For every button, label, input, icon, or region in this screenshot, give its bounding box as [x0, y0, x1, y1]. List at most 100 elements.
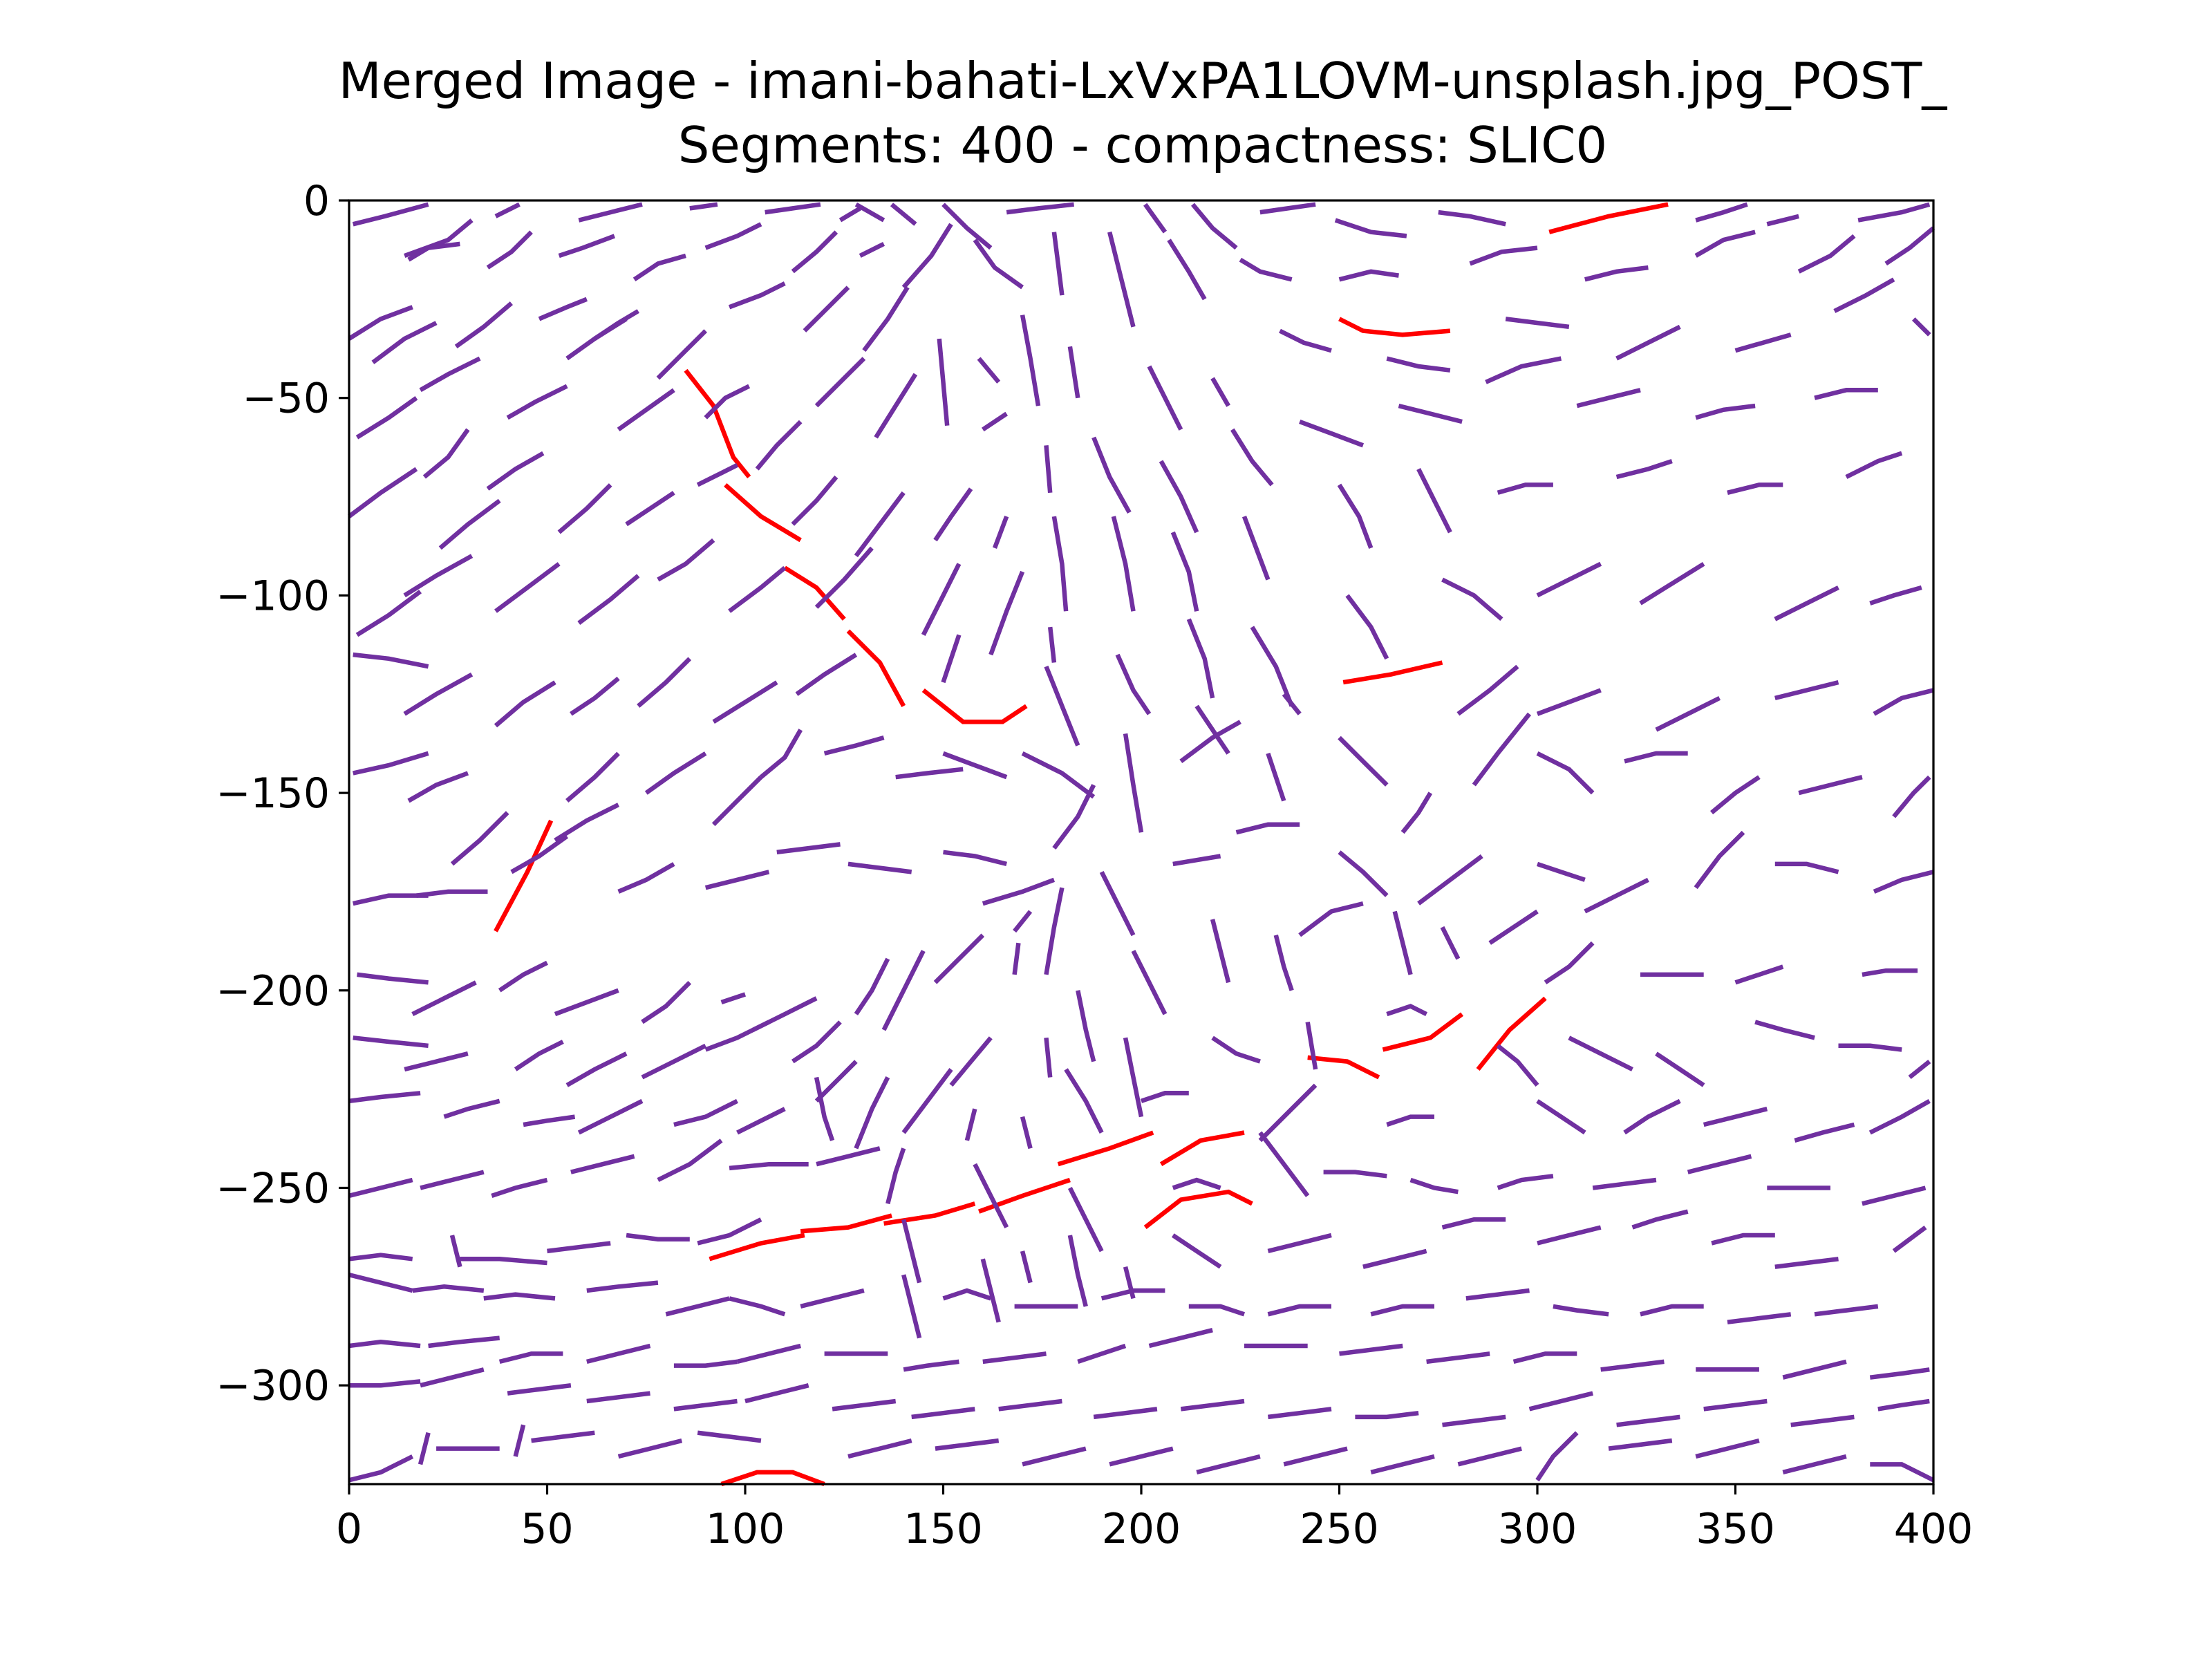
merged-boundary-stroke: [1548, 202, 1669, 234]
boundary-boundary-stroke: [428, 1335, 500, 1349]
boundary-boundary-stroke: [1790, 1414, 1855, 1427]
x-tick-label: 50: [521, 1505, 573, 1553]
boundary-boundary-stroke: [1140, 1091, 1189, 1103]
boundary-boundary-stroke: [1766, 214, 1799, 227]
boundary-boundary-stroke: [720, 992, 747, 1004]
boundary-boundary-stroke: [554, 803, 620, 843]
boundary-boundary-stroke: [1797, 234, 1856, 274]
boundary-boundary-stroke: [1099, 870, 1136, 937]
boundary-boundary-stroke: [1239, 257, 1293, 282]
boundary-boundary-stroke: [673, 1359, 738, 1368]
boundary-boundary-stroke: [617, 388, 675, 432]
y-tick-label: 0: [303, 177, 330, 225]
boundary-boundary-stroke: [1123, 733, 1144, 833]
boundary-boundary-stroke: [558, 234, 616, 259]
boundary-boundary-stroke: [1608, 1438, 1673, 1451]
boundary-boundary-stroke: [941, 203, 993, 250]
boundary-boundary-stroke: [1833, 277, 1895, 313]
boundary-boundary-stroke: [625, 491, 675, 527]
boundary-boundary-stroke: [1052, 784, 1096, 850]
boundary-boundary-stroke: [1339, 1343, 1403, 1356]
boundary-boundary-stroke: [859, 241, 885, 258]
boundary-boundary-stroke: [1111, 516, 1136, 612]
boundary-boundary-stroke: [791, 475, 838, 526]
boundary-boundary-stroke: [964, 1108, 977, 1141]
boundary-boundary-stroke: [814, 1060, 858, 1103]
boundary-boundary-stroke: [1734, 332, 1792, 353]
boundary-boundary-stroke: [712, 680, 778, 724]
boundary-boundary-stroke: [1020, 1116, 1033, 1150]
boundary-boundary-stroke: [1754, 1020, 1815, 1040]
y-tick-label: −100: [216, 572, 330, 620]
boundary-boundary-stroke: [1091, 436, 1132, 514]
boundary-boundary-stroke: [847, 1438, 912, 1459]
boundary-boundary-stroke: [348, 1177, 413, 1199]
boundary-boundary-stroke: [776, 842, 841, 855]
boundary-boundary-stroke: [711, 775, 763, 827]
merged-boundary-stroke: [783, 565, 846, 621]
boundary-boundary-stroke: [538, 297, 588, 321]
boundary-boundary-stroke: [973, 1163, 1009, 1229]
boundary-boundary-stroke: [1442, 1414, 1506, 1427]
boundary-boundary-stroke: [1170, 531, 1199, 612]
merged-boundary-stroke: [720, 1470, 825, 1487]
boundary-boundary-stroke: [814, 546, 874, 609]
boundary-boundary-stroke: [513, 1424, 526, 1457]
boundary-boundary-stroke: [1047, 626, 1057, 663]
boundary-boundary-stroke: [1338, 269, 1399, 282]
boundary-boundary-stroke: [483, 1292, 556, 1301]
boundary-boundary-stroke: [665, 1296, 730, 1317]
boundary-boundary-stroke: [1044, 1037, 1053, 1078]
boundary-boundary-stroke: [1695, 202, 1748, 223]
boundary-boundary-stroke: [1814, 388, 1878, 400]
boundary-boundary-stroke: [438, 498, 501, 550]
boundary-boundary-stroke: [1186, 618, 1215, 699]
boundary-boundary-stroke: [697, 1430, 762, 1443]
boundary-boundary-stroke: [1370, 1304, 1434, 1317]
boundary-boundary-stroke: [1210, 377, 1230, 407]
boundary-boundary-stroke: [531, 1430, 595, 1443]
boundary-boundary-stroke: [1409, 1177, 1459, 1194]
boundary-boundary-stroke: [1323, 1170, 1387, 1179]
boundary-boundary-stroke: [352, 751, 429, 776]
boundary-boundary-stroke: [728, 281, 786, 310]
boundary-boundary-stroke: [349, 1379, 421, 1388]
boundary-boundary-stroke: [1282, 693, 1302, 715]
boundary-boundary-stroke: [1584, 265, 1649, 282]
boundary-boundary-stroke: [1250, 626, 1294, 707]
boundary-boundary-stroke: [901, 1068, 953, 1134]
boundary-boundary-stroke: [704, 384, 751, 420]
boundary-boundary-stroke: [1710, 775, 1761, 815]
boundary-boundary-stroke: [1877, 1398, 1930, 1412]
boundary-boundary-stroke: [494, 562, 561, 613]
boundary-boundary-stroke: [1624, 751, 1688, 764]
boundary-boundary-stroke: [744, 1383, 809, 1404]
merged-boundary-stroke: [800, 1213, 892, 1234]
boundary-boundary-stroke: [1386, 1004, 1428, 1017]
merged-boundary-stroke: [1143, 1189, 1253, 1230]
boundary-boundary-stroke: [1544, 941, 1595, 985]
boundary-boundary-stroke: [1416, 468, 1452, 534]
boundary-boundary-stroke: [847, 861, 912, 874]
boundary-boundary-stroke: [1230, 428, 1274, 487]
boundary-boundary-stroke: [1179, 720, 1241, 764]
boundary-boundary-stroke: [1845, 451, 1903, 479]
merged-boundary-stroke: [1057, 1130, 1154, 1167]
boundary-boundary-stroke: [348, 467, 418, 518]
boundary-boundary-stroke: [1703, 1398, 1768, 1412]
boundary-boundary-stroke: [1338, 735, 1389, 787]
boundary-boundary-stroke: [895, 767, 964, 780]
boundary-boundary-stroke: [486, 451, 545, 491]
boundary-boundary-stroke: [422, 428, 470, 479]
boundary-boundary-stroke: [901, 1274, 922, 1339]
boundary-boundary-stroke: [1465, 1288, 1530, 1301]
boundary-boundary-stroke: [736, 1343, 801, 1365]
boundary-boundary-stroke: [403, 554, 474, 598]
boundary-boundary-stroke: [765, 202, 821, 215]
boundary-boundary-stroke: [1892, 1225, 1927, 1253]
boundary-boundary-stroke: [988, 570, 1025, 656]
boundary-boundary-stroke: [1362, 1248, 1427, 1269]
boundary-boundary-stroke: [704, 222, 762, 250]
boundary-boundary-stroke: [816, 1146, 881, 1167]
boundary-boundary-stroke: [1774, 585, 1839, 621]
